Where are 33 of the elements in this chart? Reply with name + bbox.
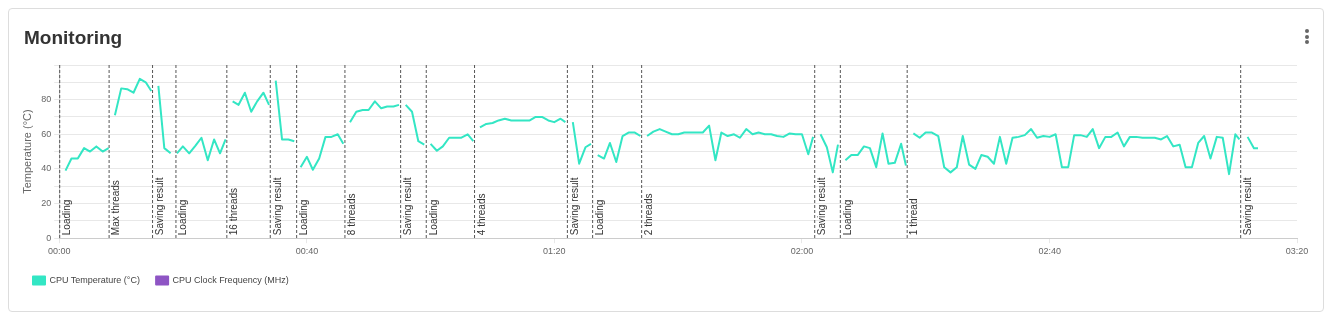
y-tick-label: 0 [46, 232, 52, 243]
ref-line-label: Loading [427, 199, 439, 236]
ref-line-label: Saving result [815, 177, 827, 236]
legend-label: CPU Clock Frequency (MHz) [172, 274, 289, 285]
ref-line-label: Loading [841, 199, 853, 236]
ref-line-label: Loading [593, 199, 605, 236]
ref-line-label: Loading [60, 199, 72, 236]
ref-line-label: 1 thread [908, 198, 920, 236]
y-tick-label: 40 [41, 163, 52, 174]
ref-line-label: Saving result [401, 177, 413, 236]
y-tick-label: 20 [41, 198, 52, 209]
y-tick-label: 80 [41, 94, 52, 105]
ref-line-label: 4 threads [475, 193, 487, 236]
ref-line-label: Saving result [271, 177, 283, 236]
ref-line-label: Loading [297, 199, 309, 236]
ref-line-label: 8 threads [346, 193, 358, 236]
ref-line-label: Saving result [153, 177, 165, 236]
chart-title: Monitoring [24, 27, 123, 49]
y-axis-title: Temperature (°C) [20, 109, 33, 194]
ref-line-label: Max threads [110, 180, 122, 236]
ref-line-label: 16 threads [228, 187, 240, 236]
ref-line-label: 2 threads [642, 193, 654, 236]
x-tick-label: 02:00 [790, 246, 814, 257]
x-tick-label: 03:20 [1285, 246, 1309, 257]
x-tick-label: 01:20 [542, 246, 566, 257]
legend-label: CPU Temperature (°C) [49, 274, 140, 285]
y-tick-label: 60 [41, 128, 52, 139]
ref-line-label: Saving result [568, 177, 580, 236]
x-tick-label: 02:40 [1038, 246, 1061, 257]
x-tick-label: 00:00 [47, 246, 71, 257]
ref-line-label: Saving result [1241, 177, 1253, 236]
x-tick-label: 00:40 [295, 246, 319, 257]
ref-line-label: Loading [177, 199, 189, 236]
